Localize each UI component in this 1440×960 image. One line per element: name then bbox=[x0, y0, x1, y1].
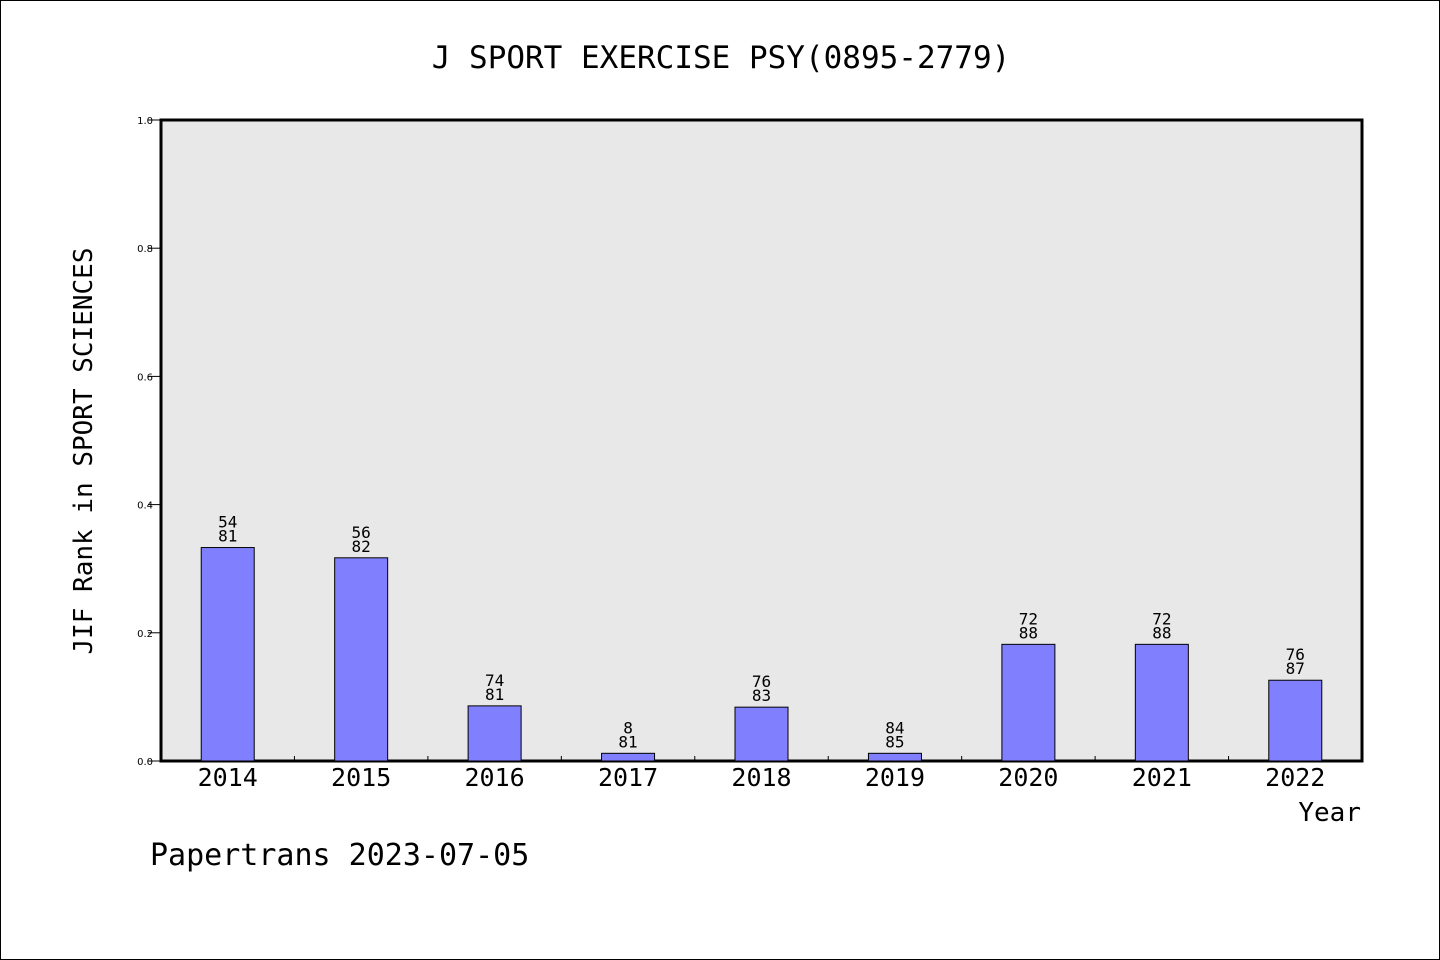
bar-total-label: 81 bbox=[218, 527, 237, 546]
x-tick-label: 2021 bbox=[1132, 763, 1192, 792]
bar-total-label: 82 bbox=[352, 537, 371, 556]
bar-rank-label: 56 bbox=[352, 523, 371, 542]
bar-rank-label: 72 bbox=[1019, 609, 1038, 628]
y-tick-label: 0.6 bbox=[137, 372, 153, 383]
bar bbox=[867, 752, 922, 762]
x-tick-label: 2017 bbox=[598, 763, 658, 792]
y-tick-label: 0.0 bbox=[137, 757, 153, 768]
chart-title: J SPORT EXERCISE PSY(0895-2779) bbox=[432, 40, 1011, 76]
bar bbox=[601, 752, 656, 762]
y-axis: 0.0 0.2 0.4 0.6 0.8 1.0 bbox=[137, 116, 161, 768]
x-tick-label: 2019 bbox=[865, 763, 925, 792]
bar-rank-label: 74 bbox=[485, 671, 504, 690]
bar-total-label: 85 bbox=[885, 732, 904, 751]
bar bbox=[467, 705, 522, 762]
x-tick-label: 2022 bbox=[1265, 763, 1325, 792]
bar-rank-label: 84 bbox=[885, 718, 904, 737]
y-tick-label: 1.0 bbox=[137, 116, 153, 127]
x-axis: 2014 2015 2016 2017 2018 2019 2020 2021 2022 bbox=[198, 756, 1325, 792]
bar-total-label: 81 bbox=[618, 732, 637, 751]
x-tick-label: 2016 bbox=[465, 763, 525, 792]
bar bbox=[1268, 679, 1323, 762]
bar-total-label: 88 bbox=[1152, 623, 1171, 642]
bar-rank-label: 76 bbox=[752, 672, 771, 691]
bar bbox=[200, 547, 255, 762]
bar bbox=[1001, 643, 1056, 762]
x-tick-label: 2018 bbox=[731, 763, 791, 792]
bar-rank-label: 76 bbox=[1286, 645, 1305, 664]
x-tick-label: 2014 bbox=[198, 763, 258, 792]
bar-rank-label: 72 bbox=[1152, 609, 1171, 628]
y-tick-label: 0.2 bbox=[137, 629, 153, 640]
x-tick-label: 2015 bbox=[331, 763, 391, 792]
x-axis-title: Year bbox=[1298, 798, 1361, 828]
bar-total-label: 88 bbox=[1019, 623, 1038, 642]
bar bbox=[1134, 643, 1189, 762]
bar-rank-label: 8 bbox=[623, 718, 633, 737]
x-tick-label: 2020 bbox=[998, 763, 1058, 792]
bar-total-label: 87 bbox=[1286, 659, 1305, 678]
footer-text: Papertrans 2023-07-05 bbox=[150, 838, 529, 873]
y-tick-label: 0.8 bbox=[137, 244, 153, 255]
bar-rank-label: 54 bbox=[218, 513, 237, 532]
bar-total-label: 81 bbox=[485, 685, 504, 704]
bar-total-label: 83 bbox=[752, 686, 771, 705]
y-axis-title: JIF Rank in SPORT SCIENCES bbox=[69, 248, 99, 655]
bar bbox=[334, 557, 389, 762]
bar bbox=[734, 706, 789, 762]
y-tick-label: 0.4 bbox=[137, 501, 153, 512]
